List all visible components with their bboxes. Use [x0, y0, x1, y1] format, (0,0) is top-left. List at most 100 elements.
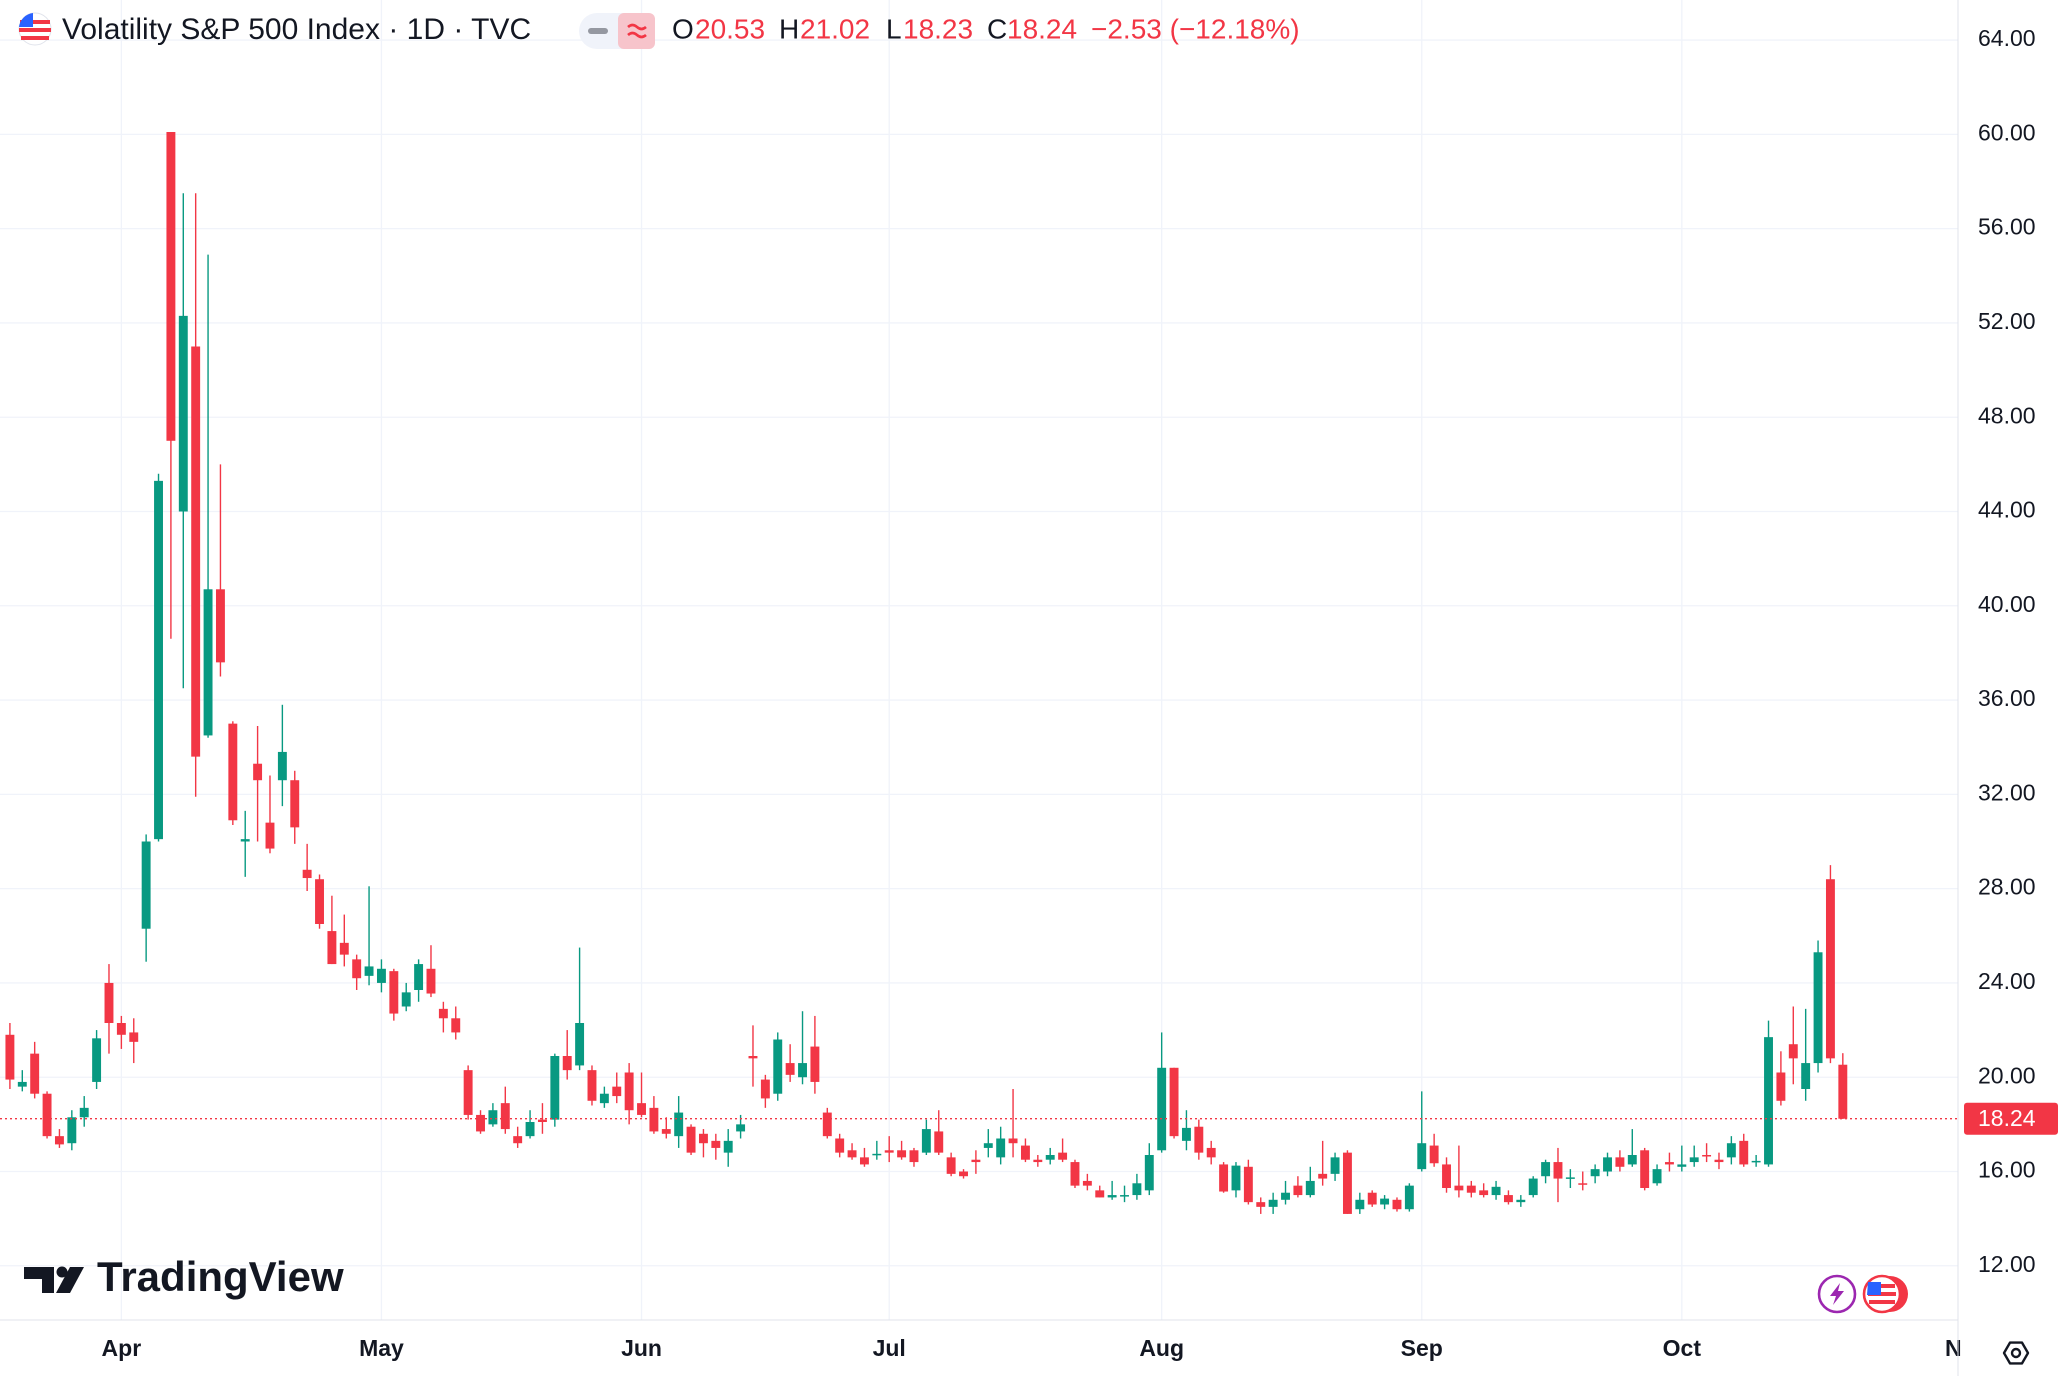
symbol-title[interactable]: Volatility S&P 500 Index · 1D · TVC	[62, 13, 531, 46]
flag-canton	[19, 13, 33, 27]
alert-icon[interactable]	[1817, 1274, 1857, 1314]
candle-body	[240, 839, 250, 842]
candle-body	[54, 1136, 64, 1145]
candle-body	[637, 1103, 646, 1115]
flag-stripe	[21, 36, 49, 40]
candle-body	[1281, 1192, 1290, 1200]
candle-body	[1788, 1044, 1798, 1059]
logo-slash	[56, 1267, 84, 1293]
candle-body	[1664, 1162, 1674, 1165]
settings-button[interactable]	[2002, 1341, 2030, 1365]
symbol-flag	[18, 12, 52, 46]
candle-body	[1603, 1157, 1612, 1172]
candle-body	[537, 1119, 547, 1122]
candle-body	[476, 1114, 485, 1132]
candle-body	[698, 1133, 708, 1144]
candle-body	[203, 589, 213, 736]
candle-body	[228, 723, 238, 821]
candle-body	[154, 480, 163, 840]
candle-body	[872, 1153, 882, 1156]
candle-body	[1070, 1162, 1080, 1186]
candle-body	[42, 1093, 52, 1137]
candle-body	[624, 1072, 634, 1111]
logo-dot	[56, 1266, 68, 1278]
candle-body	[451, 1018, 461, 1033]
candle-body	[1652, 1169, 1662, 1184]
candle-body	[1293, 1185, 1303, 1196]
y-tick-label: 36.00	[1978, 685, 2036, 711]
candle-body	[290, 780, 300, 828]
candle-body	[414, 964, 424, 990]
candle-body	[5, 1034, 15, 1080]
candle-body	[129, 1032, 139, 1042]
candle-body	[1330, 1157, 1340, 1174]
open-value: 20.53	[695, 13, 765, 44]
candle-body	[1726, 1143, 1736, 1158]
last-price-box	[1964, 1102, 2058, 1135]
candle-body	[1107, 1195, 1117, 1198]
x-tick-label: Jul	[873, 1335, 906, 1361]
last-price-label: 18.24	[1978, 1105, 2036, 1131]
candle-body	[104, 982, 114, 1023]
candle-body	[1392, 1199, 1402, 1210]
candle-body	[723, 1140, 733, 1153]
candle-body	[215, 589, 225, 663]
candle-body	[463, 1070, 473, 1115]
candle-body	[191, 346, 201, 757]
visibility-toggle[interactable]	[579, 13, 655, 49]
candle-body	[401, 992, 411, 1007]
candle-body	[315, 879, 324, 924]
x-tick-label: Sep	[1401, 1335, 1443, 1361]
candle-body	[736, 1124, 746, 1132]
candles	[0, 132, 1958, 1214]
flag-canton	[1867, 1282, 1881, 1295]
candle-body	[166, 132, 176, 441]
close-value: 18.24	[1007, 13, 1077, 44]
market-flags[interactable]	[1862, 1274, 1908, 1314]
candle-body	[921, 1129, 931, 1153]
candle-body	[1268, 1199, 1278, 1207]
candle-body	[711, 1140, 721, 1148]
candle-body	[1429, 1145, 1439, 1164]
candle-body	[364, 966, 374, 976]
settings-hexagon	[2002, 1341, 2030, 1365]
candle-body	[1033, 1159, 1043, 1163]
candle-body	[1417, 1143, 1427, 1170]
candle-body	[438, 1008, 448, 1019]
candle-body	[1169, 1067, 1179, 1137]
candle-body	[488, 1110, 498, 1125]
toggle-highlight	[618, 13, 655, 49]
candle-body	[1751, 1160, 1761, 1163]
legend: Volatility S&P 500 Index · 1D · TVC O 20…	[18, 12, 1300, 49]
price-scale: 12.00 16.00 20.00 24.00 28.00 32.00 36.00 40.00…	[1964, 25, 2058, 1277]
candle-body	[575, 1023, 585, 1066]
candle-body	[748, 1056, 758, 1059]
candle-body	[897, 1150, 907, 1158]
candle-body	[1825, 879, 1835, 1059]
candle-body	[1181, 1127, 1191, 1141]
candle-body	[79, 1107, 89, 1118]
candle-body	[1466, 1185, 1476, 1193]
candle-body	[996, 1138, 1006, 1158]
candle-body	[1256, 1202, 1266, 1207]
candle-body	[376, 968, 386, 983]
flag-stripe	[1868, 1292, 1896, 1296]
candle-body	[1132, 1183, 1142, 1196]
high-value: 21.02	[800, 13, 870, 44]
watermark-text: TradingView	[97, 1253, 344, 1300]
candle-body	[1367, 1192, 1377, 1205]
alert-bolt	[1830, 1283, 1844, 1305]
candle-body	[141, 841, 151, 929]
candle-body	[1838, 1064, 1848, 1119]
low-value: 18.23	[903, 13, 973, 44]
candle-body	[1120, 1195, 1129, 1197]
y-tick-label: 52.00	[1978, 308, 2036, 334]
candle-body	[116, 1023, 126, 1035]
candle-body	[1813, 952, 1823, 1064]
flag-stripe	[1869, 1284, 1895, 1288]
y-tick-label: 60.00	[1978, 119, 2036, 145]
candle-body	[686, 1126, 696, 1153]
candle-body	[339, 942, 349, 955]
candle-body	[1380, 1198, 1390, 1205]
